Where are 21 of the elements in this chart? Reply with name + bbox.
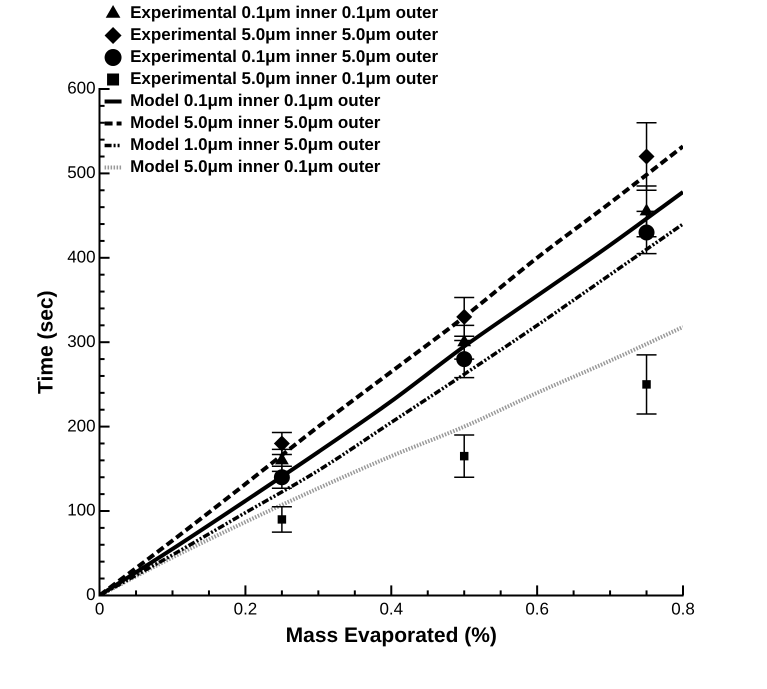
y-tick-label: 200 <box>67 416 96 436</box>
legend-label: Model 5.0μm inner 0.1μm outer <box>130 157 381 176</box>
legend-label: Model 1.0μm inner 5.0μm outer <box>130 135 381 154</box>
x-tick-label: 0.4 <box>379 599 404 618</box>
y-tick-label: 100 <box>67 500 96 520</box>
x-tick-label: 0.6 <box>525 599 549 618</box>
y-tick-label: 300 <box>67 332 96 351</box>
legend-label: Experimental 0.1μm inner 5.0μm outer <box>130 47 438 66</box>
x-tick-label: 0.2 <box>234 599 258 618</box>
y-tick-label: 500 <box>67 163 96 182</box>
x-axis-title: Mass Evaporated (%) <box>286 624 497 648</box>
y-tick-label: 600 <box>67 78 96 98</box>
x-tick-label: 0.8 <box>671 599 695 618</box>
y-tick-label: 400 <box>67 247 96 266</box>
y-axis-title: Time (sec) <box>34 290 58 394</box>
legend-label: Experimental 5.0μm inner 0.1μm outer <box>130 69 438 88</box>
legend-label: Model 5.0μm inner 5.0μm outer <box>130 113 381 132</box>
legend-label: Experimental 5.0μm inner 5.0μm outer <box>130 25 438 44</box>
legend-label: Model 0.1μm inner 0.1μm outer <box>130 91 381 110</box>
legend-label: Experimental 0.1μm inner 0.1μm outer <box>130 3 438 22</box>
y-tick-label: 0 <box>86 585 96 604</box>
